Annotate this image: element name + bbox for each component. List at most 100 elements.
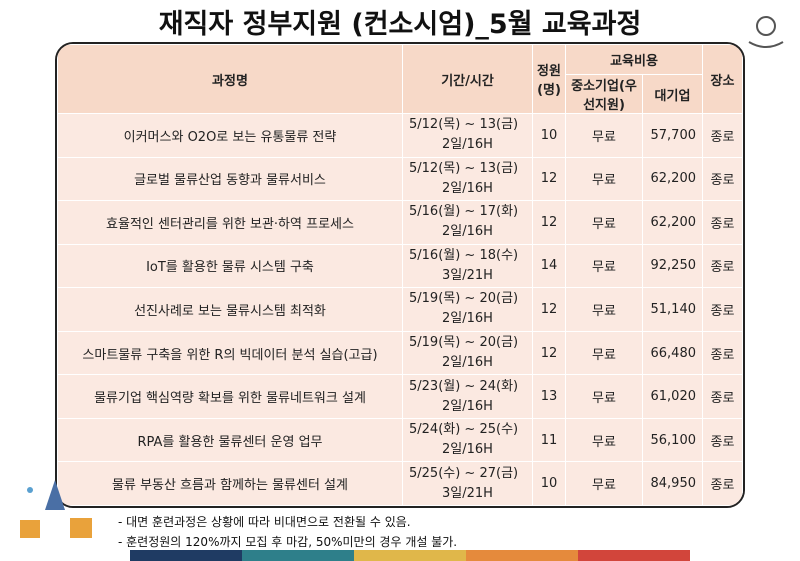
period: 5/12(목) ~ 13(금) 2일/16H — [402, 113, 533, 158]
decoration — [20, 480, 92, 538]
row: 이커머스와 O2O로 보는 유통물류 전략 5/12(목) ~ 13(금) 2일/1… — [57, 113, 743, 158]
large-cost: 56,100 — [642, 417, 703, 463]
sme-cost: 무료 — [565, 113, 643, 158]
header: 장소 — [702, 44, 743, 114]
location: 종로 — [702, 113, 743, 158]
period-duration: 2일/16H — [442, 442, 493, 458]
row: 스마트물류 구축을 위한 R의 빅데이터 분석 실습(고급) 5/19(목) ~ … — [57, 330, 743, 376]
color-bar — [466, 550, 578, 561]
capacity: 12 — [532, 156, 566, 202]
large-cost: 84,950 — [642, 461, 703, 506]
sme-cost: 무료 — [565, 243, 643, 289]
title: 재직자 정부지원 (컨소시엄)_5월 교육과정 — [158, 9, 642, 40]
period: 5/16(월) ~ 18(수) 3일/21H — [402, 243, 533, 289]
course: IoT를 활용한 물류 시스템 구축 — [57, 243, 403, 289]
capacity: 10 — [532, 461, 566, 506]
period-dates: 5/25(수) ~ 27(금) — [409, 465, 519, 481]
capacity: 10 — [532, 113, 566, 158]
header: 기간/시간 — [402, 44, 533, 114]
color-bar — [130, 550, 242, 561]
sme-cost: 무료 — [565, 461, 643, 506]
period: 5/23(월) ~ 24(화) 2일/16H — [402, 374, 533, 419]
sme-cost: 무료 — [565, 200, 643, 245]
period: 5/24(화) ~ 25(수) 2일/16H — [402, 417, 533, 463]
location: 종로 — [702, 461, 743, 506]
capacity: 14 — [532, 243, 566, 289]
course: 효율적인 센터관리를 위한 보관·하역 프로세스 — [57, 200, 403, 245]
row: 글로벌 물류산업 동향과 물류서비스 5/12(목) ~ 13(금) 2일/16H 1… — [57, 156, 743, 202]
row: IoT를 활용한 물류 시스템 구축 5/16(월) ~ 18(수) 3일/21H 1… — [57, 243, 743, 289]
location: 종로 — [702, 156, 743, 202]
header: 교육비용 — [565, 44, 703, 75]
course: 물류 부동산 흐름과 함께하는 물류센터 설계 — [57, 461, 403, 506]
sme-cost: 무료 — [565, 287, 643, 332]
period: 5/25(수) ~ 27(금) 3일/21H — [402, 461, 533, 506]
period-dates: 5/24(화) ~ 25(수) — [409, 422, 519, 438]
period: 5/19(목) ~ 20(금) 2일/16H — [402, 330, 533, 376]
color-bar — [354, 550, 466, 561]
period-dates: 5/16(월) ~ 17(화) — [409, 204, 519, 220]
large-cost: 61,020 — [642, 374, 703, 419]
table: 과정명 기간/시간 정원(명) 교육비용 장소 중소기업(우선지원) 대기업 이커머스와 … — [57, 44, 743, 506]
table-frame: 과정명 기간/시간 정원(명) 교육비용 장소 중소기업(우선지원) 대기업 이커머스와 … — [55, 42, 745, 508]
period-duration: 2일/16H — [442, 137, 493, 153]
large-cost: 62,200 — [642, 200, 703, 245]
large-cost: 57,700 — [642, 113, 703, 158]
period-duration: 2일/16H — [442, 311, 493, 327]
note: - 대면 훈련과정은 상황에 따라 비대면으로 전환될 수 있음. — [118, 515, 411, 529]
period-duration: 3일/21H — [442, 485, 493, 501]
header: 정원(명) — [532, 44, 566, 114]
course: 스마트물류 구축을 위한 R의 빅데이터 분석 실습(고급) — [57, 330, 403, 376]
period-duration: 3일/21H — [442, 267, 493, 283]
large-cost: 66,480 — [642, 330, 703, 376]
row: RPA를 활용한 물류센터 운영 업무 5/24(화) ~ 25(수) 2일/16H… — [57, 417, 743, 463]
period-dates: 5/19(목) ~ 20(금) — [409, 335, 519, 350]
color-bar — [578, 550, 690, 561]
period-duration: 2일/16H — [442, 355, 493, 370]
notes: - 대면 훈련과정은 상황에 따라 비대면으로 전환될 수 있음. - 훈련정원의… — [118, 512, 457, 552]
period-duration: 2일/16H — [442, 398, 493, 414]
large-cost: 62,200 — [642, 156, 703, 202]
capacity: 13 — [532, 374, 566, 419]
capacity: 12 — [532, 200, 566, 245]
course: 글로벌 물류산업 동향과 물류서비스 — [57, 156, 403, 202]
location: 종로 — [702, 287, 743, 332]
sme-cost: 무료 — [565, 417, 643, 463]
large-cost: 51,140 — [642, 287, 703, 332]
header: 대기업 — [642, 74, 703, 114]
period-duration: 2일/16H — [442, 180, 493, 196]
period-dates: 5/12(목) ~ 13(금) — [409, 160, 519, 176]
period-dates: 5/19(목) ~ 20(금) — [409, 291, 519, 307]
color-bar — [242, 550, 354, 561]
row: 효율적인 센터관리를 위한 보관·하역 프로세스 5/16(월) ~ 17(화) 2… — [57, 200, 743, 245]
capacity: 11 — [532, 417, 566, 463]
row: 선진사례로 보는 물류시스템 최적화 5/19(목) ~ 20(금) 2일/16H 1… — [57, 287, 743, 332]
location: 종로 — [702, 374, 743, 419]
course: 선진사례로 보는 물류시스템 최적화 — [57, 287, 403, 332]
large-cost: 92,250 — [642, 243, 703, 289]
period-dates: 5/16(월) ~ 18(수) — [409, 247, 519, 263]
course: 물류기업 핵심역량 확보를 위한 물류네트워크 설계 — [57, 374, 403, 419]
row: 물류기업 핵심역량 확보를 위한 물류네트워크 설계 5/23(월) ~ 24(화… — [57, 374, 743, 419]
location: 종로 — [702, 200, 743, 245]
sme-cost: 무료 — [565, 330, 643, 376]
note: - 훈련정원의 120%까지 모집 후 마감, 50%미만의 경우 개설 불가. — [118, 535, 458, 549]
location: 종로 — [702, 243, 743, 289]
period-dates: 5/23(월) ~ 24(화) — [409, 378, 519, 394]
capacity: 12 — [532, 330, 566, 376]
sme-cost: 무료 — [565, 156, 643, 202]
row: 물류 부동산 흐름과 함께하는 물류센터 설계 5/25(수) ~ 27(금) 3일… — [57, 461, 743, 506]
period: 5/16(월) ~ 17(화) 2일/16H — [402, 200, 533, 245]
icon — [748, 16, 784, 48]
period: 5/19(목) ~ 20(금) 2일/16H — [402, 287, 533, 332]
period-duration: 2일/16H — [442, 224, 493, 240]
course: RPA를 활용한 물류센터 운영 업무 — [57, 417, 403, 463]
course: 이커머스와 O2O로 보는 유통물류 전략 — [57, 113, 403, 158]
period: 5/12(목) ~ 13(금) 2일/16H — [402, 156, 533, 202]
sme-cost: 무료 — [565, 374, 643, 419]
header: 과정명 — [57, 44, 403, 114]
location: 종로 — [702, 417, 743, 463]
header: 중소기업(우선지원) — [565, 74, 643, 114]
capacity: 12 — [532, 287, 566, 332]
